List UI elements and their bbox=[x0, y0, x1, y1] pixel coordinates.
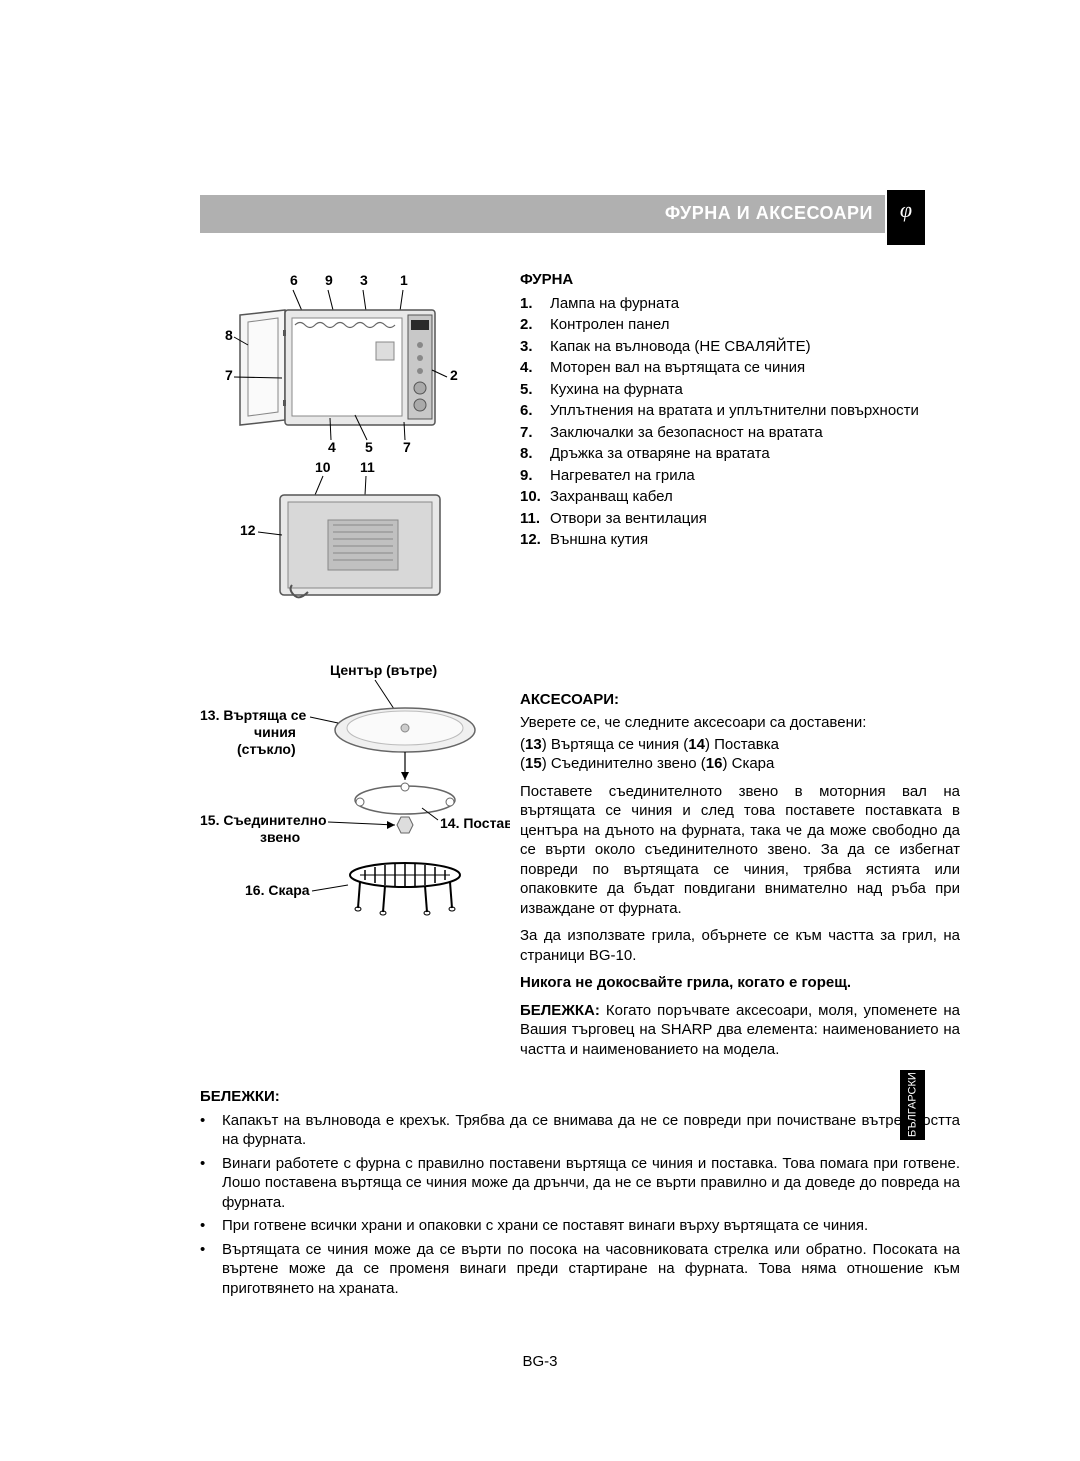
callout-11: 11 bbox=[360, 459, 375, 475]
header-bar: ФУРНА И АКСЕСОАРИ bbox=[200, 195, 885, 233]
label-13b: чиния bbox=[254, 724, 296, 740]
list-item: 3.Капак на вълновода (НЕ СВАЛЯЙТЕ) bbox=[520, 337, 960, 357]
notes-heading: БЕЛЕЖКИ: bbox=[200, 1087, 960, 1107]
list-item: 5.Кухина на фурната bbox=[520, 380, 960, 400]
page-container: ФУРНА И АКСЕСОАРИ φ 6 9 3 1 bbox=[0, 0, 1080, 1362]
list-item: •Въртящата се чиния може да се върти по … bbox=[200, 1240, 960, 1299]
oven-svg: 6 9 3 1 bbox=[200, 270, 480, 610]
label-13c: (стъкло) bbox=[237, 741, 296, 757]
list-item: 4.Моторен вал на въртящата се чиния bbox=[520, 358, 960, 378]
callout-2: 2 bbox=[450, 367, 458, 383]
accessories-text-section: АКСЕСОАРИ: Уверете се, че следните аксес… bbox=[520, 690, 960, 1060]
accessories-note: БЕЛЕЖКА: Когато поръчвате аксесоари, мол… bbox=[520, 1001, 960, 1060]
list-item: •При готвене всички храни и опаковки с х… bbox=[200, 1216, 960, 1236]
rack-drawing bbox=[350, 863, 460, 915]
callout-9: 9 bbox=[325, 272, 333, 288]
language-tab: БЪЛГАРСКИ bbox=[900, 1070, 925, 1140]
page-number: BG-3 bbox=[522, 1352, 557, 1372]
list-item: •Винаги работете с фурна с правилно пост… bbox=[200, 1154, 960, 1213]
oven-list-section: ФУРНА 1.Лампа на фурната 2.Контролен пан… bbox=[520, 270, 960, 550]
oven-parts-list: 1.Лампа на фурната 2.Контролен панел 3.К… bbox=[520, 294, 960, 550]
callout-7-left: 7 bbox=[225, 367, 233, 383]
callout-3: 3 bbox=[360, 272, 368, 288]
oven-diagram: 6 9 3 1 bbox=[200, 270, 480, 610]
label-16: 16. Скара bbox=[245, 882, 310, 898]
page-title: ФУРНА И АКСЕСОАРИ bbox=[665, 202, 873, 225]
callout-8: 8 bbox=[225, 327, 233, 343]
label-14: 14. Поставка bbox=[440, 815, 510, 831]
list-item: 10.Захранващ кабел bbox=[520, 487, 960, 507]
notes-section: БЕЛЕЖКИ: •Капакът на вълновода е крехък.… bbox=[200, 1087, 960, 1298]
list-item: 8.Дръжка за отваряне на вратата bbox=[520, 444, 960, 464]
label-13a: 13. Въртяща се bbox=[200, 707, 307, 723]
callout-1: 1 bbox=[400, 272, 408, 288]
label-15a: 15. Съединително bbox=[200, 812, 327, 828]
right-column: ФУРНА 1.Лампа на фурната 2.Контролен пан… bbox=[520, 270, 960, 1067]
label-center: Център (вътре) bbox=[330, 662, 437, 678]
oven-icon: φ bbox=[900, 196, 912, 225]
list-item: 1.Лампа на фурната bbox=[520, 294, 960, 314]
left-column: 6 9 3 1 bbox=[200, 270, 490, 1067]
accessory-svg: Център (вътре) 13. Въртяща се чиния (стъ… bbox=[200, 660, 510, 940]
accessory-diagram: Център (вътре) 13. Въртяща се чиния (стъ… bbox=[200, 660, 490, 946]
list-item: 11.Отвори за вентилация bbox=[520, 509, 960, 529]
list-item: •Капакът на вълновода е крехък. Трябва д… bbox=[200, 1111, 960, 1150]
accessories-heading: АКСЕСОАРИ: bbox=[520, 690, 960, 710]
list-item: 7.Заключалки за безопасност на вратата bbox=[520, 423, 960, 443]
oven-heading: ФУРНА bbox=[520, 270, 960, 290]
accessories-para2: За да използвате грила, обърнете се към … bbox=[520, 926, 960, 965]
callout-4: 4 bbox=[328, 439, 336, 455]
accessories-list-line: (13) Въртяща се чиния (14) Поставка(15) … bbox=[520, 735, 960, 774]
callout-10: 10 bbox=[315, 459, 331, 475]
callout-6: 6 bbox=[290, 272, 298, 288]
accessories-intro: Уверете се, че следните аксесоари са дос… bbox=[520, 713, 960, 733]
list-item: 2.Контролен панел bbox=[520, 315, 960, 335]
notes-list: •Капакът на вълновода е крехък. Трябва д… bbox=[200, 1111, 960, 1299]
callout-12: 12 bbox=[240, 522, 256, 538]
callout-7-bottom: 7 bbox=[403, 439, 411, 455]
header-icon-box: φ bbox=[887, 190, 925, 245]
accessories-para1: Поставете съединителното звено в моторни… bbox=[520, 782, 960, 919]
callout-5: 5 bbox=[365, 439, 373, 455]
main-content: 6 9 3 1 bbox=[200, 270, 960, 1067]
list-item: 6.Уплътнения на вратата и уплътнителни п… bbox=[520, 401, 960, 421]
label-15b: звено bbox=[260, 829, 300, 845]
accessories-warning: Никога не докосвайте грила, когато е гор… bbox=[520, 973, 960, 993]
list-item: 9.Нагревател на грила bbox=[520, 466, 960, 486]
list-item: 12.Външна кутия bbox=[520, 530, 960, 550]
